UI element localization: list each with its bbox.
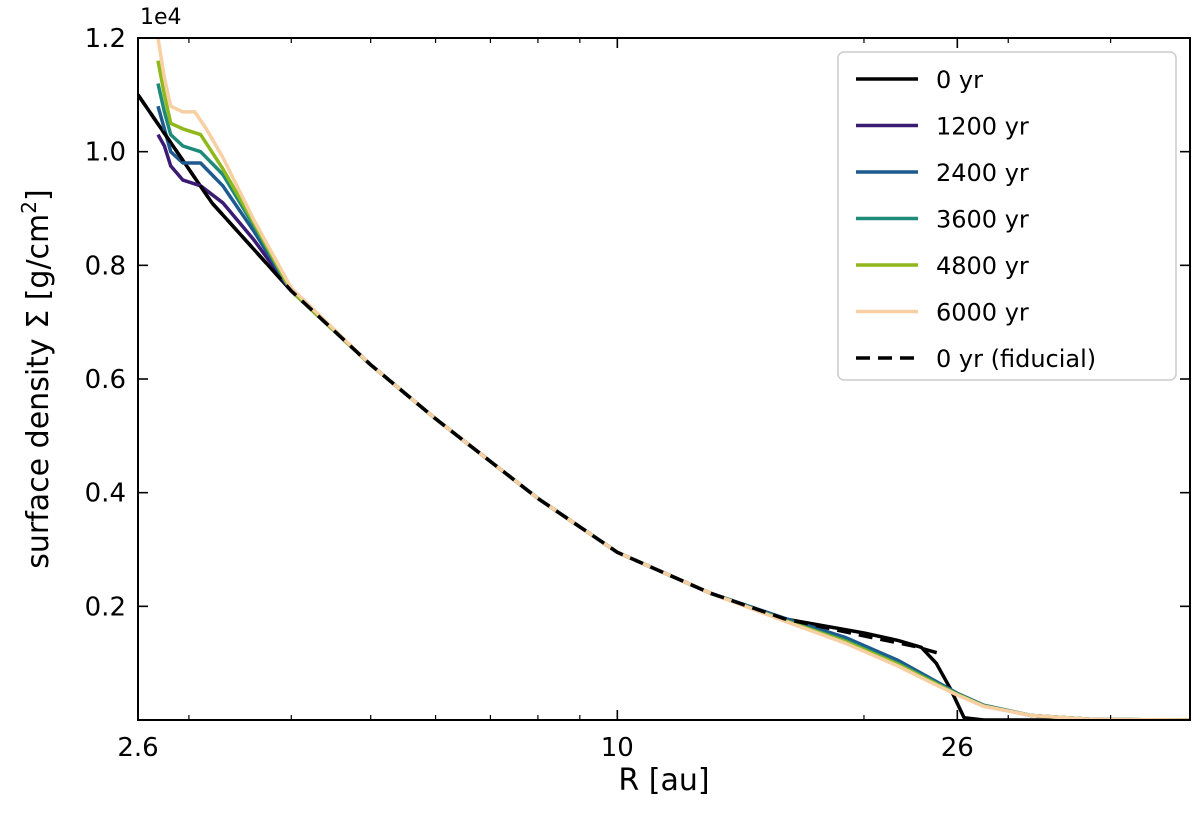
x-tick-label: 10 xyxy=(601,733,634,763)
legend-box xyxy=(837,51,1177,381)
y-offset-text: 1e4 xyxy=(140,5,182,30)
x-axis-label: R [au] xyxy=(618,763,709,798)
y-axis-label-end: ] xyxy=(21,189,56,201)
legend-label: 3600 yr xyxy=(936,206,1029,234)
y-tick-label: 0.2 xyxy=(85,592,126,622)
y-axis-label: surface density Σ [g/cm2] xyxy=(17,189,56,568)
x-tick-label: 2.6 xyxy=(117,733,158,763)
legend-label: 6000 yr xyxy=(936,299,1029,327)
y-tick-label: 1.0 xyxy=(85,138,126,168)
y-tick-label: 0.8 xyxy=(85,251,126,281)
y-tick-label: 0.4 xyxy=(85,479,126,509)
legend-label: 2400 yr xyxy=(936,159,1029,187)
legend-label: 4800 yr xyxy=(936,252,1029,280)
y-axis-label-main: surface density Σ [g/cm xyxy=(21,214,56,569)
legend-label: 0 yr xyxy=(936,66,983,94)
y-tick-label: 1.2 xyxy=(85,24,126,54)
y-tick-label: 0.6 xyxy=(85,365,126,395)
legend-label: 1200 yr xyxy=(936,113,1029,141)
series-line-5 xyxy=(156,38,1190,720)
legend-label: 0 yr (fiducial) xyxy=(936,345,1096,373)
x-tick-label: 26 xyxy=(941,733,974,763)
y-axis-label-sup: 2 xyxy=(17,201,41,214)
legend: 0 yr 1200 yr 2400 yr 3600 yr 4800 yr 6000 yr 0… xyxy=(837,51,1177,381)
series-line-6 xyxy=(138,93,944,657)
